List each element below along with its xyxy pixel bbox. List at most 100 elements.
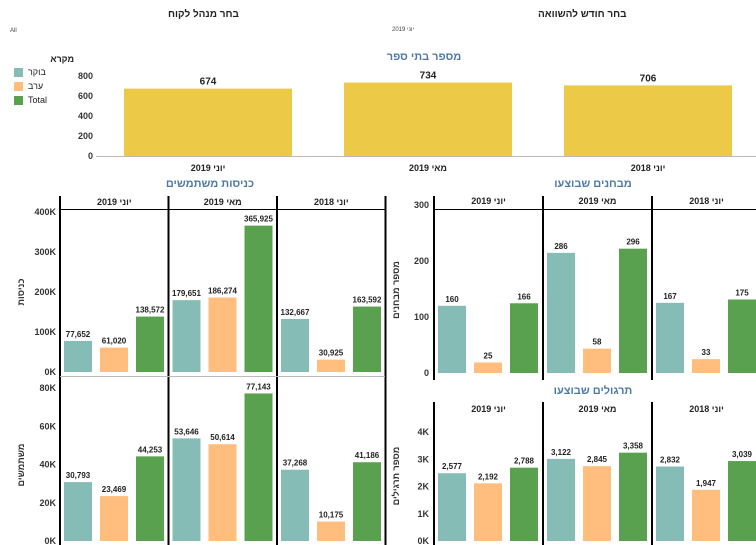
manager-select-label: בחר מנהל לקוח xyxy=(168,9,239,20)
tests-y-tick: 0 xyxy=(424,368,429,378)
logins-bar-label: 138,572 xyxy=(136,306,165,315)
users-bar-label: 30,793 xyxy=(66,471,91,480)
exercises-y-tick: 4K xyxy=(417,427,429,437)
exercises-bar xyxy=(510,467,538,541)
exercises-panel-header: יוני 2019 xyxy=(471,404,506,414)
exercises-bar-label: 2,577 xyxy=(442,462,463,471)
manager-select-value: All xyxy=(10,28,17,34)
legend-label-evening: ערב xyxy=(28,81,44,91)
logins-bar xyxy=(136,316,164,372)
legend-title: מקרא xyxy=(50,54,74,64)
schools-y-tick: 800 xyxy=(78,71,93,81)
exercises-bar-label: 3,039 xyxy=(732,450,753,459)
schools-bar-label: 706 xyxy=(640,73,657,84)
schools-bar-label: 674 xyxy=(200,77,217,88)
users-bar xyxy=(208,444,237,541)
users-bar xyxy=(100,496,128,541)
tests-bar-label: 167 xyxy=(663,292,677,301)
users-y-tick: 0K xyxy=(44,536,56,545)
users-bar xyxy=(281,469,309,541)
exercises-bar xyxy=(438,473,466,541)
exercises-bar xyxy=(728,461,756,541)
tests-bar xyxy=(547,252,575,373)
schools-bar xyxy=(564,85,732,156)
tests-bar xyxy=(474,362,502,373)
tests-bar-label: 286 xyxy=(554,242,568,251)
exercises-y-axis-title: מספר תרגילים xyxy=(391,447,401,506)
users-bar xyxy=(64,482,92,541)
tests-bar-label: 33 xyxy=(702,348,711,357)
logins-y-tick: 200K xyxy=(34,287,56,297)
users-bar xyxy=(136,456,164,541)
logins-chart-title: כניסות משתמשים xyxy=(165,178,255,190)
tests-panel-header: יוני 2019 xyxy=(471,196,506,206)
logins-y-tick: 100K xyxy=(34,327,56,337)
manager-select[interactable]: All xyxy=(10,19,17,37)
legend-swatch-total xyxy=(14,95,23,105)
schools-y-tick: 200 xyxy=(78,131,93,141)
logins-bar xyxy=(172,300,201,372)
users-bar xyxy=(317,521,345,541)
schools-y-tick: 600 xyxy=(78,91,93,101)
tests-y-tick: 100 xyxy=(414,312,429,322)
logins-bar xyxy=(64,340,92,372)
exercises-panel-header: יוני 2018 xyxy=(689,404,724,414)
exercises-bar xyxy=(656,466,684,541)
logins-bar-label: 179,651 xyxy=(172,289,201,298)
logins-bar-label: 61,020 xyxy=(102,337,127,346)
legend-item-morning[interactable]: בוקר xyxy=(14,65,74,79)
tests-panel-header: מאי 2019 xyxy=(579,196,617,206)
logins-y-axis-title: כניסות xyxy=(16,279,26,306)
month-select-label: בחר חודש להשוואה xyxy=(538,9,627,20)
legend: מקרא בוקר ערב Total xyxy=(14,54,74,107)
logins-panel-header: מאי 2019 xyxy=(204,197,242,207)
exercises-y-tick: 2K xyxy=(417,482,429,492)
users-y-tick: 20K xyxy=(39,498,56,508)
schools-bar xyxy=(124,88,292,156)
logins-bar-label: 132,667 xyxy=(281,308,310,317)
schools-y-tick: 0 xyxy=(88,151,93,161)
users-y-tick: 60K xyxy=(39,421,56,431)
logins-bar xyxy=(208,297,237,372)
month-select-value: יוני 2019 xyxy=(392,27,415,33)
exercises-y-tick: 3K xyxy=(417,454,429,464)
users-bar-label: 10,175 xyxy=(319,511,344,520)
legend-item-total[interactable]: Total xyxy=(14,93,74,107)
logins-bar-label: 365,925 xyxy=(244,215,273,224)
tests-bar-label: 166 xyxy=(517,292,531,301)
users-bar xyxy=(353,462,381,541)
tests-bar xyxy=(510,303,538,373)
logins-bar xyxy=(244,225,273,372)
exercises-bar xyxy=(692,489,720,541)
users-bar-label: 50,614 xyxy=(210,433,235,442)
exercises-bar xyxy=(547,458,575,541)
exercises-bar-label: 3,122 xyxy=(551,448,572,457)
exercises-bar-label: 3,358 xyxy=(623,442,644,451)
tests-chart-title: מבחנים שבוצעו xyxy=(554,178,632,190)
users-y-axis-title: משתמשים xyxy=(16,444,26,487)
tests-y-tick: 300 xyxy=(414,200,429,210)
logins-bar xyxy=(317,359,345,372)
logins-bar-label: 163,592 xyxy=(353,296,382,305)
tests-bar xyxy=(728,299,756,373)
tests-bar xyxy=(692,359,720,373)
tests-y-axis-title: מספר מבחנים xyxy=(391,261,401,319)
exercises-bar-label: 2,832 xyxy=(660,456,681,465)
users-bar-label: 41,186 xyxy=(355,451,380,460)
tests-panel-header: יוני 2018 xyxy=(689,196,724,206)
users-bar-label: 53,646 xyxy=(174,427,199,436)
tests-bar-label: 25 xyxy=(484,352,493,361)
users-bar-label: 23,469 xyxy=(102,485,127,494)
users-bar xyxy=(172,438,201,541)
tests-bar xyxy=(583,348,611,373)
legend-item-evening[interactable]: ערב xyxy=(14,79,74,93)
tests-bar-label: 160 xyxy=(445,295,459,304)
exercises-bar-label: 1,947 xyxy=(696,479,717,488)
month-select[interactable]: יוני 2019 xyxy=(392,18,414,36)
schools-category-label: יוני 2018 xyxy=(631,163,666,173)
tests-bar-label: 296 xyxy=(626,238,640,247)
users-y-tick: 80K xyxy=(39,383,56,393)
logins-y-tick: 300K xyxy=(34,247,56,257)
schools-category-label: יוני 2019 xyxy=(191,163,226,173)
